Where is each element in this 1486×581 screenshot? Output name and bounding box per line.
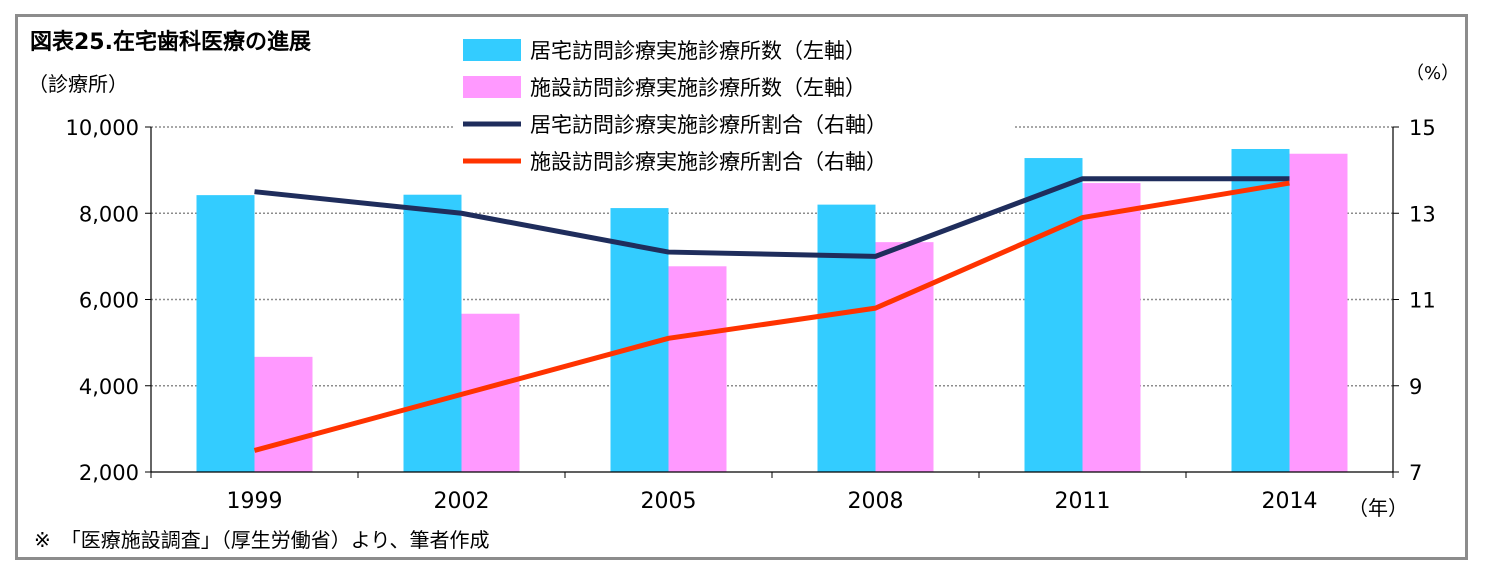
- left-axis-unit: （診療所）: [28, 72, 128, 96]
- bar-home: [1231, 148, 1290, 472]
- bar-home: [817, 204, 876, 472]
- x-tick-label: 2014: [1262, 489, 1318, 514]
- bars-layer: [196, 148, 1348, 473]
- x-tick-label: 2005: [641, 489, 697, 514]
- left-tick-label: 8,000: [79, 202, 139, 226]
- left-tick-label: 4,000: [79, 375, 139, 399]
- right-axis-unit: （%）: [1406, 63, 1459, 84]
- right-tick-label: 7: [1409, 461, 1422, 485]
- legend-swatch: [463, 76, 521, 98]
- chart-title: 図表25.在宅歯科医療の進展: [30, 29, 311, 55]
- left-tick-label: 10,000: [66, 116, 139, 140]
- bar-facility: [1289, 153, 1348, 473]
- right-tick-label: 9: [1409, 375, 1422, 399]
- legend-label: 居宅訪問診療実施診療所数（左軸）: [530, 39, 866, 63]
- legend-label: 居宅訪問診療実施診療所割合（右軸）: [530, 113, 887, 137]
- left-tick-label: 2,000: [79, 461, 139, 485]
- x-tick-label: 2008: [848, 489, 904, 514]
- axes-layer: 2,000 4,000 6,000 8,000 10,000 7 9 11 13 15 1999 20…: [66, 116, 1436, 514]
- legend-label: 施設訪問診療実施診療所割合（右軸）: [530, 150, 887, 174]
- chart-canvas: 図表25.在宅歯科医療の進展 （診療所） （%） （年） ※ 「医療施設調査」（…: [28, 29, 1459, 552]
- chart-frame: 図表25.在宅歯科医療の進展 （診療所） （%） （年） ※ 「医療施設調査」（…: [15, 14, 1468, 560]
- right-tick-label: 11: [1409, 289, 1436, 313]
- footnote: ※ 「医療施設調査」（厚生労働省）より、筆者作成: [34, 528, 490, 552]
- lines-layer: [253, 176, 1290, 453]
- x-tick-label: 2011: [1055, 489, 1111, 514]
- x-axis-unit: （年）: [1348, 496, 1408, 520]
- line-facility-ratio: [253, 180, 1290, 453]
- bar-home: [403, 194, 462, 473]
- bar-facility: [1082, 183, 1141, 472]
- legend-swatch: [463, 39, 521, 61]
- right-tick-label: 13: [1409, 202, 1436, 226]
- bar-home: [1024, 158, 1083, 473]
- x-tick-label: 2002: [434, 489, 490, 514]
- line-home-ratio: [254, 176, 1290, 259]
- left-tick-label: 6,000: [79, 289, 139, 313]
- bar-facility: [254, 356, 313, 472]
- x-tick-label: 1999: [227, 489, 283, 514]
- bar-home: [196, 195, 255, 472]
- right-tick-label: 15: [1409, 116, 1436, 140]
- legend: 居宅訪問診療実施診療所数（左軸） 施設訪問診療実施診療所数（左軸） 居宅訪問診療実施…: [453, 29, 1013, 181]
- bar-facility: [668, 266, 727, 472]
- legend-label: 施設訪問診療実施診療所数（左軸）: [530, 76, 866, 100]
- bar-facility: [875, 242, 934, 472]
- legend-background: [453, 29, 1013, 181]
